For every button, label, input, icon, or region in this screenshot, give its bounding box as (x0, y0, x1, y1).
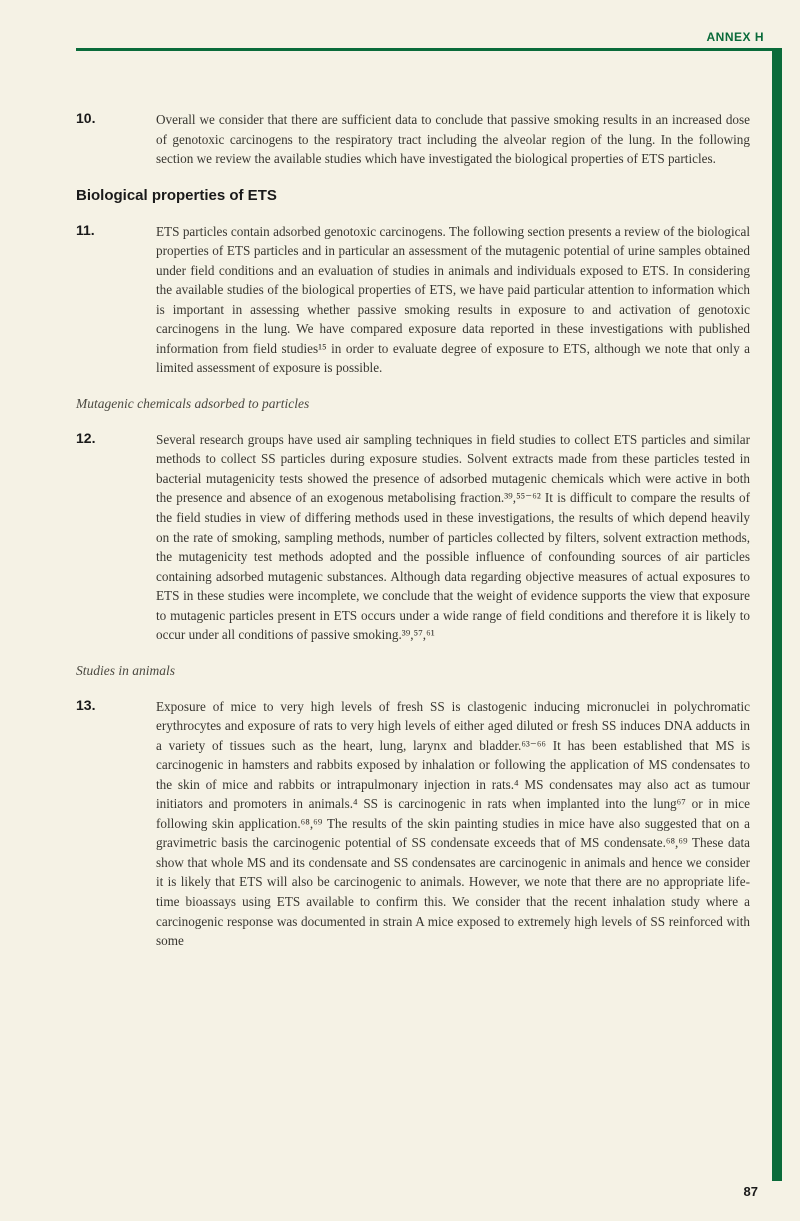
paragraph-10: 10. Overall we consider that there are s… (76, 110, 750, 169)
subheading-mutagenic: Mutagenic chemicals adsorbed to particle… (76, 396, 750, 412)
para-number: 10. (76, 110, 156, 169)
subheading-studies-animals: Studies in animals (76, 663, 750, 679)
paragraph-12: 12. Several research groups have used ai… (76, 430, 750, 645)
para-text: ETS particles contain adsorbed genotoxic… (156, 222, 750, 378)
paragraph-13: 13. Exposure of mice to very high levels… (76, 697, 750, 951)
paragraph-11: 11. ETS particles contain adsorbed genot… (76, 222, 750, 378)
section-heading-biological: Biological properties of ETS (76, 187, 750, 204)
page-number: 87 (744, 1184, 758, 1199)
annex-label: ANNEX H (706, 30, 764, 44)
para-text: Several research groups have used air sa… (156, 430, 750, 645)
para-text: Exposure of mice to very high levels of … (156, 697, 750, 951)
para-number: 11. (76, 222, 156, 378)
content-area: 10. Overall we consider that there are s… (76, 110, 750, 969)
para-number: 12. (76, 430, 156, 645)
para-text: Overall we consider that there are suffi… (156, 110, 750, 169)
top-rule (76, 48, 772, 51)
para-number: 13. (76, 697, 156, 951)
right-accent-bar (772, 48, 782, 1181)
